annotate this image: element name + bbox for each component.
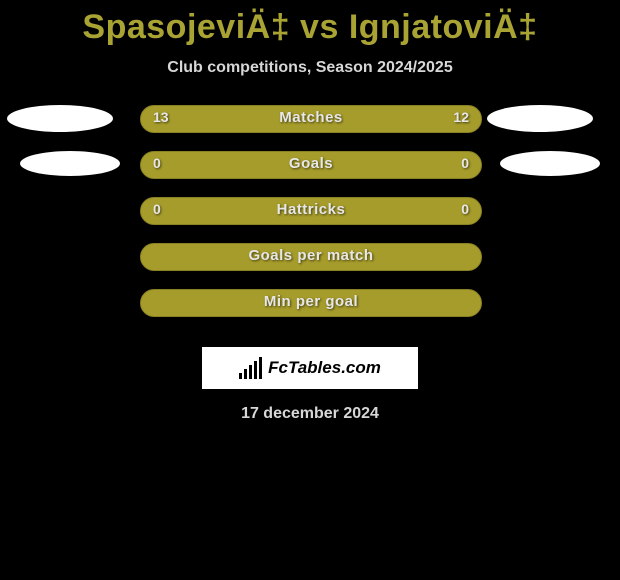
page-title: SpasojeviÄ‡ vs IgnjatoviÄ‡ <box>0 0 620 47</box>
stat-pill: Min per goal <box>140 289 482 317</box>
stat-row: Goals per match <box>0 243 620 289</box>
date-text: 17 december 2024 <box>0 405 620 423</box>
stat-row: 13 Matches 12 <box>0 105 620 151</box>
stat-row: 0 Hattricks 0 <box>0 197 620 243</box>
stat-label: Matches <box>141 109 481 126</box>
page-subtitle: Club competitions, Season 2024/2025 <box>0 59 620 77</box>
stat-pill: 13 Matches 12 <box>140 105 482 133</box>
right-ellipse <box>500 151 600 176</box>
stat-label: Goals <box>141 155 481 172</box>
stat-row: 0 Goals 0 <box>0 151 620 197</box>
stat-label: Min per goal <box>141 293 481 310</box>
stat-pill: Goals per match <box>140 243 482 271</box>
stat-right-value: 0 <box>461 201 469 217</box>
stat-label: Goals per match <box>141 247 481 264</box>
stat-rows: 13 Matches 12 0 Goals 0 0 Hattricks 0 <box>0 105 620 335</box>
stat-pill: 0 Hattricks 0 <box>140 197 482 225</box>
brand-text: FcTables.com <box>268 358 381 378</box>
stat-right-value: 0 <box>461 155 469 171</box>
stat-pill: 0 Goals 0 <box>140 151 482 179</box>
right-ellipse <box>487 105 593 132</box>
stat-row: Min per goal <box>0 289 620 335</box>
left-ellipse <box>20 151 120 176</box>
stat-right-value: 12 <box>453 109 469 125</box>
left-ellipse <box>7 105 113 132</box>
brand-logo[interactable]: FcTables.com <box>202 347 418 389</box>
comparison-widget: SpasojeviÄ‡ vs IgnjatoviÄ‡ Club competit… <box>0 0 620 580</box>
stat-label: Hattricks <box>141 201 481 218</box>
bars-icon <box>239 357 262 379</box>
